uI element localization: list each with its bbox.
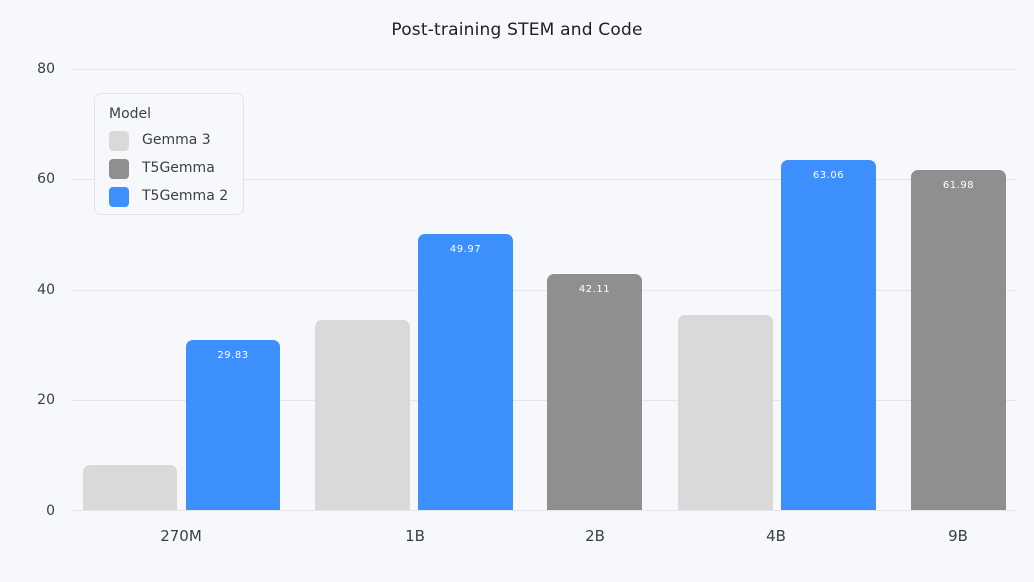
legend-swatch [109, 159, 129, 179]
legend-label: Gemma 3 [142, 132, 211, 148]
bar-value-label: 61.98 [942, 180, 975, 191]
x-tick-label: 1B [405, 527, 425, 545]
x-tick-label: 2B [585, 527, 605, 545]
gridline-20 [72, 400, 1017, 401]
gridline-60 [72, 179, 1017, 180]
y-tick-label: 60 [37, 171, 55, 187]
bar-2b-t5gemma: 42.11 [547, 274, 642, 510]
x-tick-label: 9B [948, 527, 968, 545]
gridline-80 [72, 69, 1017, 70]
bar-1b-t5gemma2: 49.97 [418, 234, 513, 510]
bar-270m-gemma3 [83, 465, 177, 510]
y-tick-label: 20 [37, 392, 55, 408]
x-tick-label: 4B [766, 527, 786, 545]
bar-1b-gemma3 [315, 320, 410, 510]
y-tick-label: 40 [37, 282, 55, 298]
legend-label: T5Gemma 2 [142, 188, 229, 204]
bar-value-label: 63.06 [812, 170, 845, 181]
x-tick-label: 270M [160, 527, 202, 545]
bar-9b-t5gemma: 61.98 [911, 170, 1006, 510]
bar-4b-gemma3 [678, 315, 773, 510]
chart-title: Post-training STEM and Code [391, 20, 643, 40]
legend: Model Gemma 3 T5Gemma T5Gemma 2 [94, 93, 244, 215]
bar-value-label: 49.97 [449, 244, 482, 255]
bar-value-label: 42.11 [578, 284, 611, 295]
legend-swatch [109, 187, 129, 207]
bar-value-label: 29.83 [217, 350, 249, 361]
bar-4b-t5gemma2: 63.06 [781, 160, 876, 510]
legend-label: T5Gemma [142, 160, 215, 176]
y-tick-label: 0 [46, 503, 55, 519]
gridline-40 [72, 290, 1017, 291]
gridline-0 [72, 510, 1017, 511]
y-tick-label: 80 [37, 61, 55, 77]
legend-swatch [109, 131, 129, 151]
bar-270m-t5gemma2: 29.83 [186, 340, 280, 510]
legend-title: Model [109, 106, 152, 122]
